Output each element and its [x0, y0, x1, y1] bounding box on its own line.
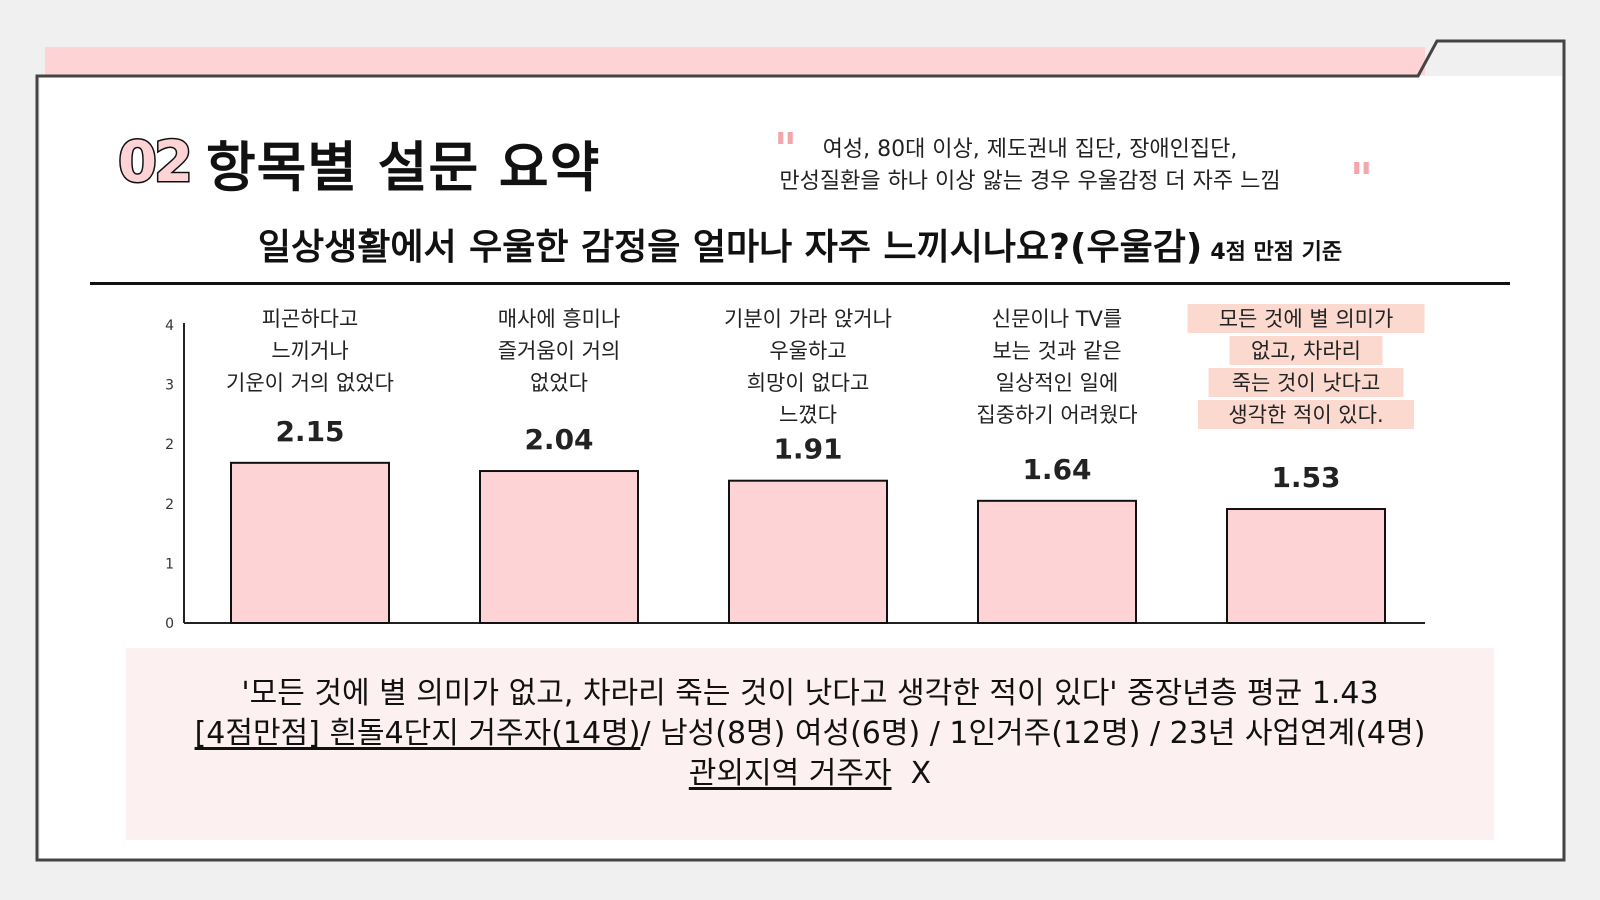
bar	[977, 499, 1137, 625]
value-label: 1.91	[773, 433, 842, 466]
category-highlight	[1208, 368, 1404, 397]
category-label: 보는 것과 같은	[992, 339, 1121, 363]
category-label: 피곤하다고	[262, 307, 359, 331]
y-tick-label: 2	[165, 497, 174, 513]
note-region-underlined: 관외지역 거주자	[688, 756, 892, 791]
category-highlight	[1187, 304, 1425, 333]
note-box: '모든 것에 별 의미가 없고, 차라리 죽는 것이 낫다고 생각한 적이 있다…	[126, 648, 1494, 840]
note-line-1: '모든 것에 별 의미가 없고, 차라리 죽는 것이 낫다고 생각한 적이 있다…	[241, 676, 1379, 711]
summary-line-2: 만성질환을 하나 이상 앓는 경우 우울감정 더 자주 느낌	[779, 169, 1281, 194]
bar	[230, 461, 390, 625]
header-accent-band	[45, 47, 1425, 75]
category-label: 신문이나 TV를	[992, 307, 1122, 331]
bar	[728, 479, 888, 624]
value-label: 2.04	[524, 423, 593, 456]
category-label: 일상적인 일에	[996, 371, 1119, 395]
category-label: 모든 것에 별 의미가	[1219, 307, 1394, 331]
frame-outline	[35, 39, 1566, 862]
bar	[479, 470, 639, 624]
category-label: 느끼거나	[271, 339, 348, 363]
score-basis: 4점 만점 기준	[1210, 240, 1343, 265]
category-label: 기분이 가라 앉거나	[724, 307, 892, 331]
note-line-2: [4점만점] 흰돌4단지 거주자(14명)/ 남성(8명) 여성(6명) / 1…	[126, 714, 1494, 754]
open-quote-mark: "	[774, 124, 797, 175]
category-label: 없었다	[530, 371, 588, 395]
note-region-rest: X	[910, 756, 932, 791]
note-group-underlined: [4점만점] 흰돌4단지 거주자(14명)	[194, 716, 641, 751]
section-title: 항목별 설문 요약	[205, 135, 601, 199]
value-label: 1.64	[1022, 453, 1091, 486]
category-highlight	[1229, 336, 1383, 365]
category-label: 집중하기 어려웠다	[976, 403, 1137, 427]
value-label: 2.15	[275, 415, 344, 448]
bar	[1226, 508, 1386, 625]
category-label: 희망이 없다고	[747, 371, 870, 395]
category-label: 매사에 흥미나	[498, 307, 621, 331]
section-heading: 02 항목별 설문 요약	[117, 122, 601, 202]
y-tick-label: 1	[165, 556, 174, 572]
category-label: 느꼈다	[779, 403, 837, 427]
summary-text: 여성, 80대 이상, 제도권내 집단, 장애인집단, 만성질환을 하나 이상 …	[760, 134, 1300, 198]
question-title: 일상생활에서 우울한 감정을 얼마나 자주 느끼시나요?(우울감) 4점 만점 기…	[90, 218, 1510, 270]
category-label: 즐거움이 거의	[498, 339, 621, 363]
y-tick-label: 4	[165, 318, 174, 334]
summary-line-1: 여성, 80대 이상, 제도권내 집단, 장애인집단,	[822, 137, 1238, 162]
title-divider	[90, 282, 1510, 285]
y-tick-label: 2	[165, 437, 174, 453]
category-label: 죽는 것이 낫다고	[1232, 371, 1381, 395]
note-group-rest: / 남성(8명) 여성(6명) / 1인거주(12명) / 23년 사업연계(4…	[640, 716, 1426, 751]
question-text: 일상생활에서 우울한 감정을 얼마나 자주 느끼시나요?(우울감)	[257, 227, 1203, 268]
section-number: 02	[117, 128, 195, 196]
category-label: 없고, 차라리	[1251, 339, 1361, 363]
y-tick-label: 0	[165, 616, 174, 632]
y-tick-label: 3	[165, 378, 174, 394]
category-label: 기운이 거의 없었다	[226, 371, 394, 395]
value-label: 1.53	[1271, 461, 1340, 494]
note-line-3: 관외지역 거주자 X	[126, 754, 1494, 794]
category-label: 우울하고	[769, 339, 846, 363]
category-label: 생각한 적이 있다.	[1228, 403, 1383, 427]
close-quote-mark: "	[1350, 154, 1373, 205]
category-highlight	[1198, 400, 1414, 429]
